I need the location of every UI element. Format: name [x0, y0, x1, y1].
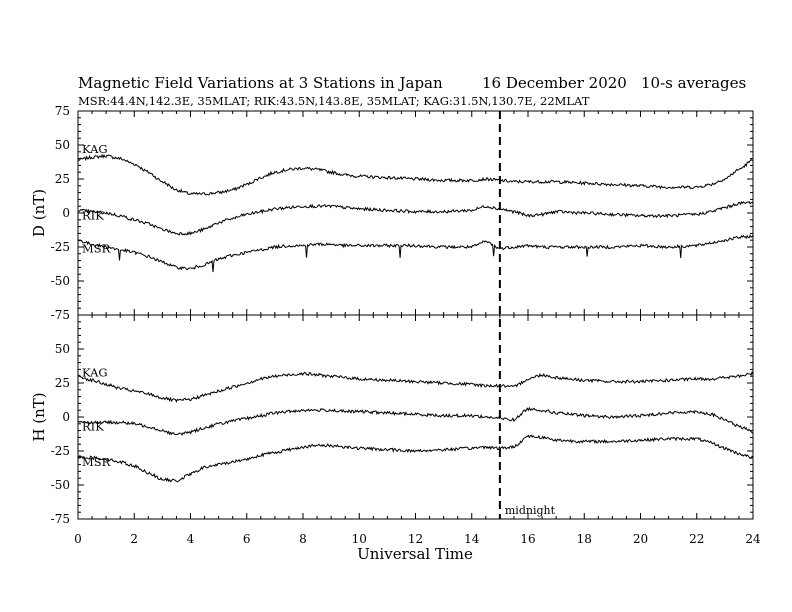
panel-frame — [77, 314, 754, 520]
series-line-rik — [77, 406, 754, 437]
x-tick-label: 2 — [130, 532, 138, 546]
y-axis-label: D (nT) — [30, 189, 48, 237]
chart-averaging: 10-s averages — [641, 74, 746, 92]
series-line-rik — [77, 200, 754, 236]
x-tick-label: 22 — [689, 532, 704, 546]
y-tick-label: 75 — [55, 104, 70, 118]
y-tick-label: 25 — [55, 172, 70, 186]
x-tick-label: 20 — [633, 532, 648, 546]
series-label-msr: MSR — [82, 455, 111, 469]
y-tick-label: 50 — [55, 342, 70, 356]
panel-horizontal: 50 25 0 -25 -50 -75 H (nT) KAG RIK MSR — [30, 314, 754, 526]
x-tick-label: 14 — [464, 532, 480, 546]
x-axis-label: Universal Time — [357, 545, 473, 563]
x-tick-label: 8 — [299, 532, 307, 546]
stations-info: MSR:44.4N,142.3E, 35MLAT; RIK:43.5N,143.… — [78, 94, 590, 108]
series-label-msr: MSR — [82, 241, 111, 255]
y-tick-label: -75 — [51, 512, 70, 526]
chart-date: 16 December 2020 — [482, 74, 627, 92]
x-tick-label: 18 — [577, 532, 592, 546]
midnight-marker: midnight — [498, 111, 556, 519]
y-tick-label: -25 — [51, 240, 70, 254]
x-tick-label: 0 — [74, 532, 82, 546]
series-line-kag — [77, 370, 754, 403]
series-line-kag — [77, 153, 754, 196]
panel-declination: 75 50 25 0 -25 -50 -75 D (nT) KAG RIK MSR — [30, 104, 754, 322]
x-tick-label: 10 — [352, 532, 367, 546]
y-tick-label: 0 — [62, 410, 70, 424]
x-tick-label: 6 — [243, 532, 251, 546]
series-label-rik: RIK — [82, 209, 104, 223]
series-label-kag: KAG — [82, 142, 108, 156]
x-tick-label: 24 — [745, 532, 761, 546]
x-tick-label: 4 — [187, 532, 195, 546]
y-axis-label: H (nT) — [30, 392, 48, 441]
series-line-msr — [77, 234, 754, 273]
y-tick-label: -25 — [51, 444, 70, 458]
series-label-kag: KAG — [82, 365, 108, 379]
x-tick-label: 16 — [520, 532, 535, 546]
y-tick-label: 50 — [55, 138, 70, 152]
y-tick-label: -50 — [51, 274, 70, 288]
y-tick-label: -75 — [51, 308, 70, 322]
y-tick-label: -50 — [51, 478, 70, 492]
y-tick-label: 25 — [55, 376, 70, 390]
midnight-label: midnight — [505, 504, 556, 517]
series-label-rik: RIK — [82, 419, 104, 433]
y-tick-label: 0 — [62, 206, 70, 220]
chart-title: Magnetic Field Variations at 3 Stations … — [78, 74, 443, 92]
x-tick-label: 12 — [408, 532, 423, 546]
series-line-msr — [77, 434, 754, 483]
